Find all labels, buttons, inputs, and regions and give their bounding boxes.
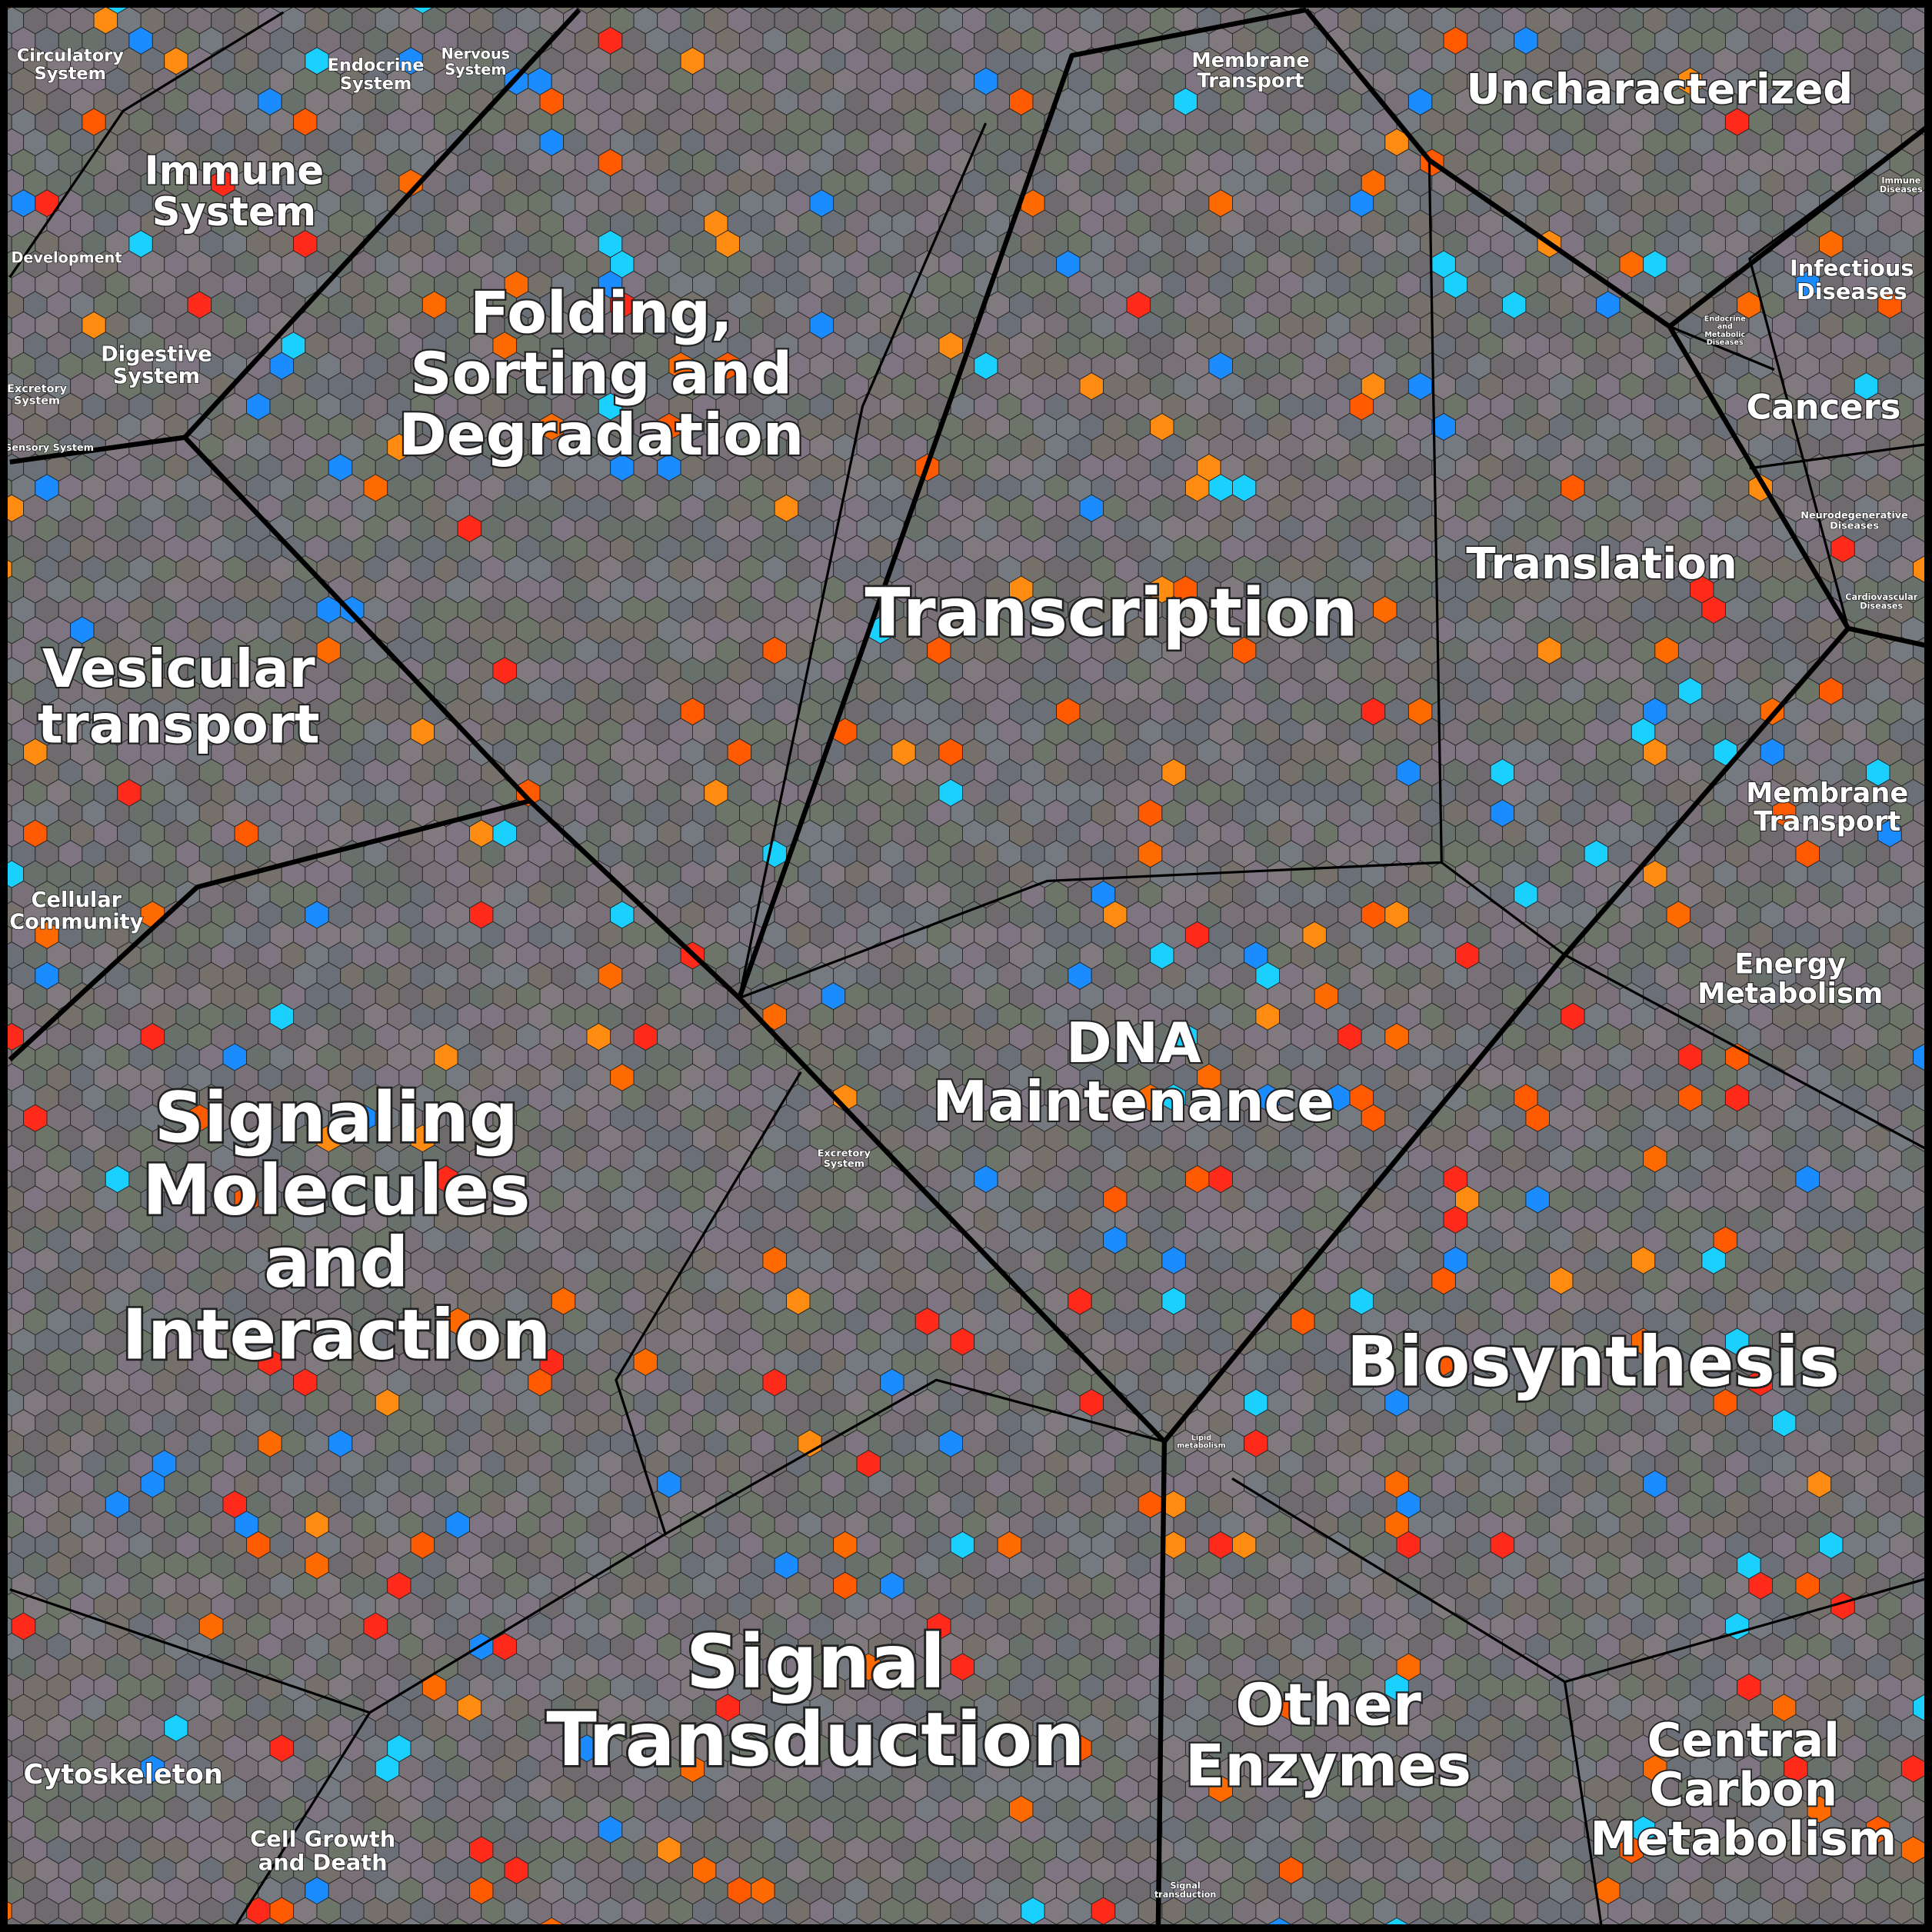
cells (0, 0, 1932, 1932)
page: Circulatory System Endocrine System Nervous S… (0, 0, 1932, 1932)
